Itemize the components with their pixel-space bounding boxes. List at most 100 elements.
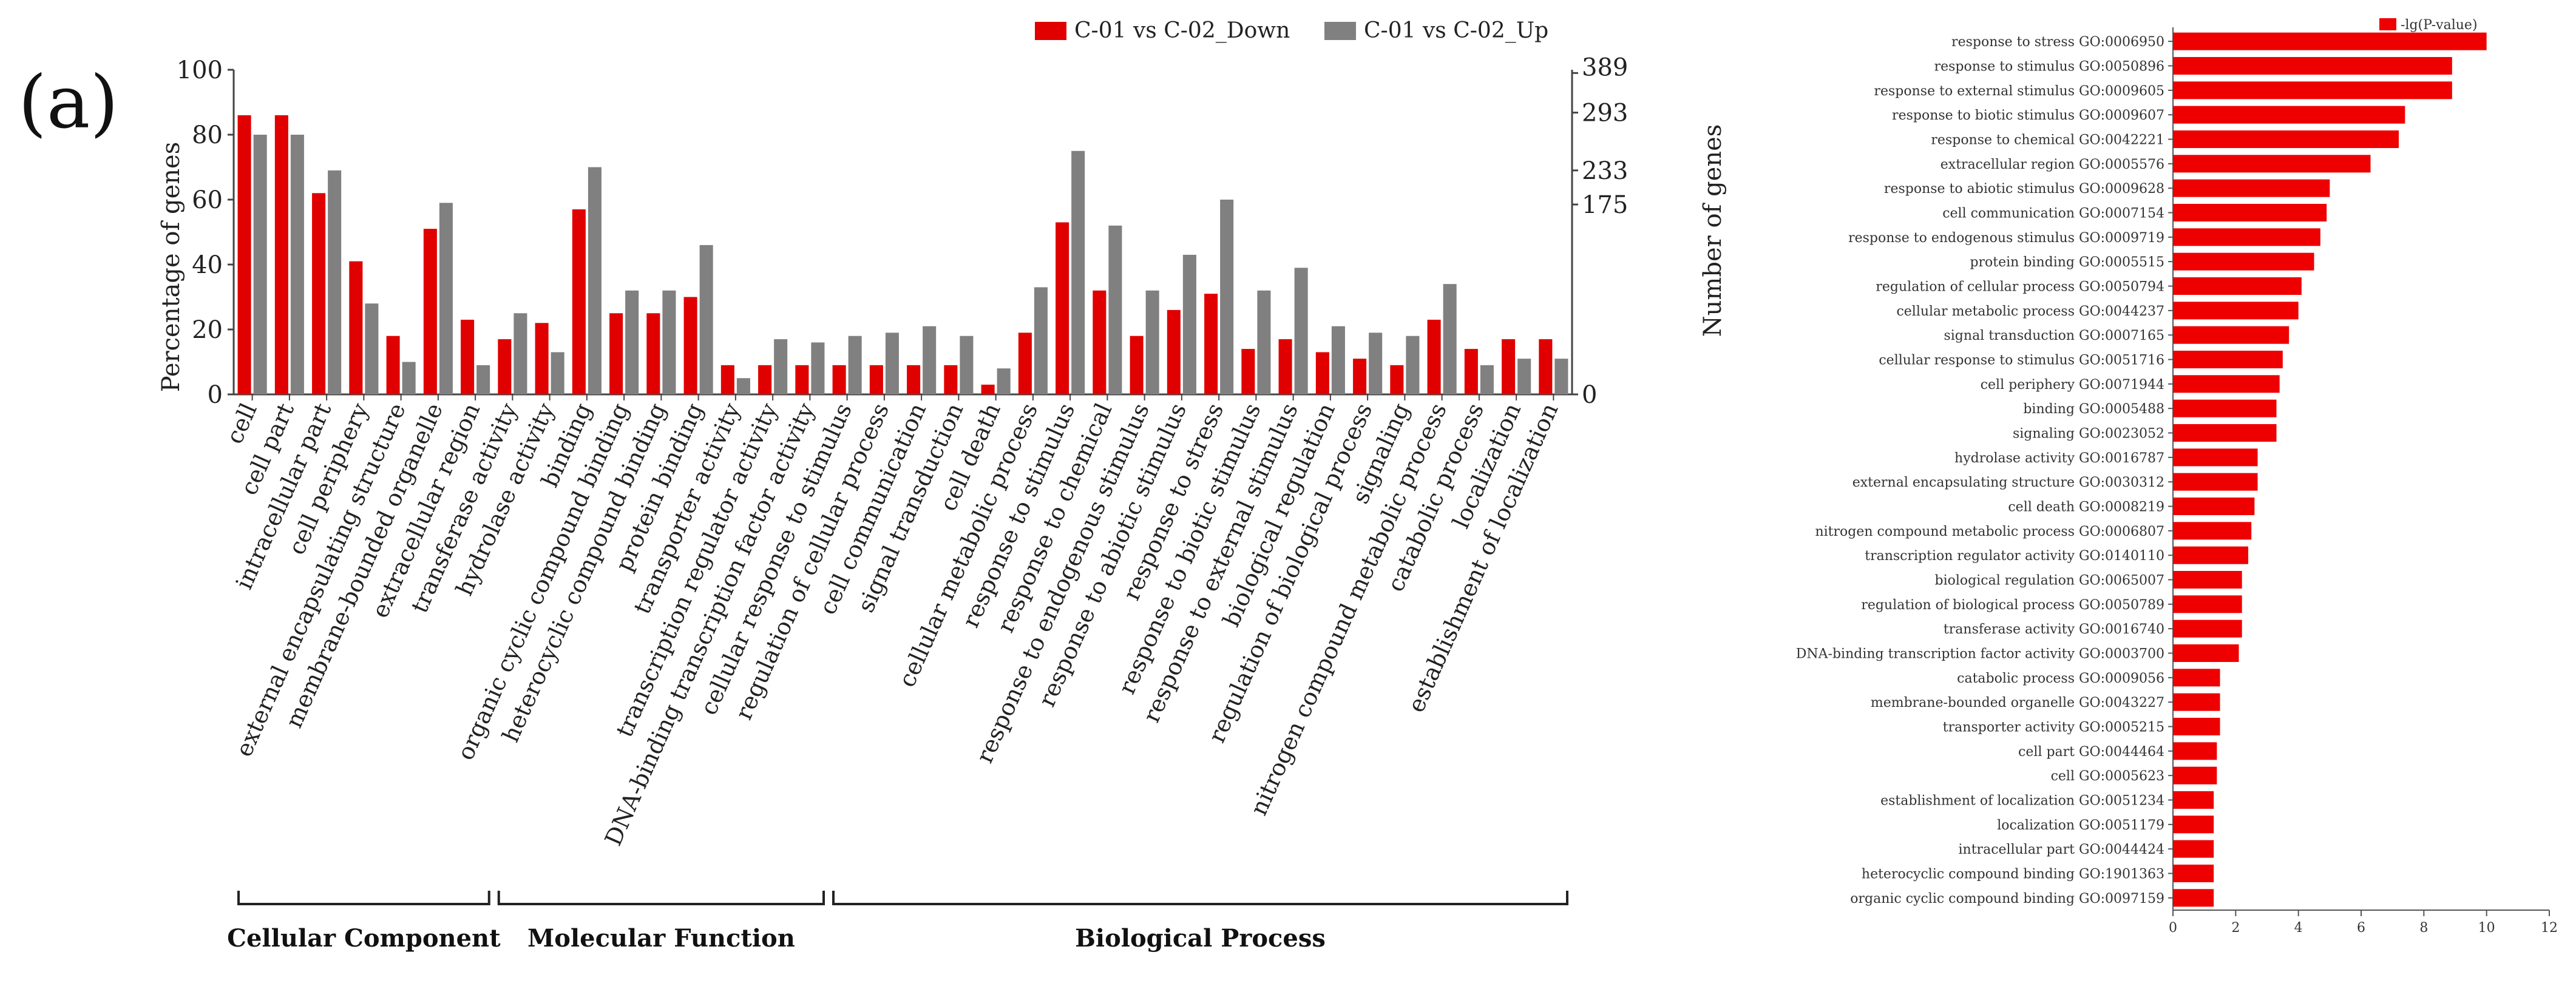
bar-up <box>290 135 304 394</box>
hbar <box>2173 473 2258 491</box>
bar-up <box>1220 200 1234 394</box>
hbar-x-tick-label: 6 <box>2357 920 2365 936</box>
bar-down <box>535 323 549 394</box>
bars <box>237 115 1568 394</box>
hbar-category-label: cell communication GO:0007154 <box>1942 206 2164 221</box>
hbar-category-label: response to abiotic stimulus GO:0009628 <box>1884 181 2164 197</box>
bar-up <box>736 378 750 394</box>
bar-up <box>514 313 527 394</box>
hbar-category-label: heterocyclic compound binding GO:1901363 <box>1862 867 2164 882</box>
bar-up <box>476 365 490 394</box>
bar-down <box>1390 365 1404 394</box>
bar-down <box>423 229 437 394</box>
bar-up <box>1294 268 1308 394</box>
hbar-category-label: regulation of cellular process GO:005079… <box>1876 280 2164 295</box>
bar-down <box>1167 309 1181 394</box>
bar-up <box>253 135 267 394</box>
hbar <box>2173 448 2258 467</box>
hbar <box>2173 106 2405 124</box>
bar-down <box>1502 339 1516 394</box>
bar-down <box>1353 359 1367 394</box>
hbar-category-label: transporter activity GO:0005215 <box>1943 720 2164 735</box>
bar-down <box>795 365 809 394</box>
right-y-tick-label: 0 <box>1582 381 1597 409</box>
hbar-category-label: DNA-binding transcription factor activit… <box>1796 647 2164 662</box>
hbar-category-label: catabolic process GO:0009056 <box>1957 671 2164 686</box>
right-y-tick-label: 293 <box>1582 100 1628 127</box>
hbar <box>2173 864 2214 883</box>
hbar-category-label: signal transduction GO:0007165 <box>1944 328 2164 343</box>
bar-up <box>625 290 639 394</box>
bar-down <box>869 365 883 394</box>
hbar <box>2173 619 2242 638</box>
hbar <box>2173 815 2214 834</box>
hbar <box>2173 595 2242 613</box>
bar-down <box>572 209 586 394</box>
hbar <box>2173 570 2242 589</box>
y-tick-label: 40 <box>192 251 223 279</box>
bar-down <box>609 313 623 394</box>
hbar-category-label: transcription regulator activity GO:0140… <box>1865 549 2164 564</box>
hbar-category-label: cell part GO:0044464 <box>2018 744 2164 760</box>
hbar-category-label: external encapsulating structure GO:0030… <box>1852 475 2164 490</box>
hbar-category-label: response to endogenous stimulus GO:00097… <box>1848 231 2164 246</box>
hbar <box>2173 840 2214 858</box>
horizontal-bar-chart: -lg(P-value) response to stress GO:00069… <box>1796 18 2558 936</box>
hbar-category-label: cellular response to stimulus GO:0051716 <box>1879 353 2164 368</box>
bar-up <box>1443 284 1457 394</box>
hbar-category-label: response to stress GO:0006950 <box>1951 35 2164 50</box>
category-groups: Cellular Component Molecular Function Biol… <box>227 891 1568 953</box>
bar-up <box>439 203 453 394</box>
bar-down <box>646 313 660 394</box>
hbar-category-label: cell periphery GO:0071944 <box>1981 377 2164 393</box>
hbar <box>2173 669 2220 687</box>
bar-up <box>811 342 825 394</box>
bar-down <box>1278 339 1292 394</box>
bar-up <box>885 332 899 394</box>
right-y-axis-label: Number of genes <box>1699 124 1727 337</box>
hbar <box>2173 228 2320 246</box>
bar-up <box>588 167 602 394</box>
hbar <box>2173 497 2255 516</box>
hbar <box>2173 179 2330 197</box>
bar-up <box>1406 336 1420 394</box>
right-y-ticks: 0 293 389 175 233 <box>1572 53 1628 409</box>
hbar-x-ticks: 0 2 4 6 8 10 12 <box>2169 910 2558 936</box>
bar-down <box>981 384 995 394</box>
hbar <box>2173 81 2452 100</box>
legend-swatch-down <box>1035 22 1066 40</box>
hbar <box>2173 522 2252 540</box>
y-tick-label: 20 <box>192 316 223 344</box>
bar-up <box>328 170 342 394</box>
hbar <box>2173 717 2220 736</box>
hbar-category-label: response to external stimulus GO:0009605 <box>1874 84 2164 99</box>
bar-up <box>365 303 379 394</box>
bar-down <box>683 297 697 394</box>
panel-label: (a) <box>18 61 118 145</box>
hbar-legend-swatch <box>2379 18 2396 30</box>
hbar-category-label: membrane-bounded organelle GO:0043227 <box>1871 695 2164 711</box>
hbar-x-tick-label: 4 <box>2294 920 2303 936</box>
hbar <box>2173 791 2214 809</box>
y-tick-label: 0 <box>208 381 223 409</box>
hbar <box>2173 302 2299 320</box>
hbar-x-tick-label: 0 <box>2169 920 2177 936</box>
hbar-category-label: protein binding GO:0005515 <box>1970 255 2164 270</box>
bar-down <box>1130 336 1144 394</box>
hbar-category-label: extracellular region GO:0005576 <box>1940 157 2164 172</box>
hbar-category-label: response to biotic stimulus GO:0009607 <box>1892 108 2164 123</box>
bar-down <box>944 365 958 394</box>
bar-down <box>1241 349 1255 394</box>
hbar <box>2173 350 2283 369</box>
bar-down <box>386 336 400 394</box>
hbar-category-label: response to stimulus GO:0050896 <box>1934 59 2164 75</box>
bar-up <box>923 326 937 394</box>
bar-down <box>720 365 734 394</box>
bar-up <box>997 368 1011 394</box>
group-bracket <box>832 891 1568 905</box>
group-label: Molecular Function <box>527 924 795 953</box>
hbar-x-tick-label: 2 <box>2231 920 2240 936</box>
hbar <box>2173 326 2290 344</box>
bar-up <box>551 352 564 394</box>
bar-up <box>1257 290 1271 394</box>
